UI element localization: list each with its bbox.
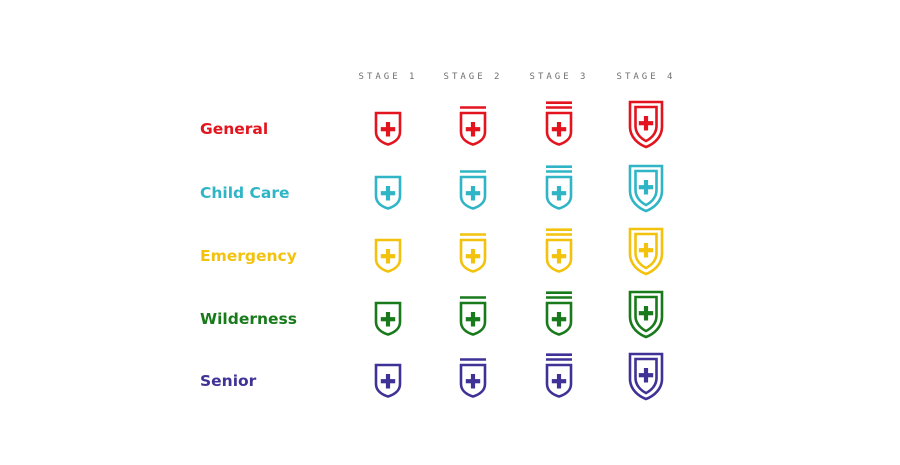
badge-senior-stage-4-icon bbox=[626, 349, 666, 401]
badge-child-care-stage-3-icon bbox=[539, 161, 579, 213]
badge-child-care-stage-4-icon bbox=[626, 161, 666, 213]
badge-wilderness-stage-3-icon bbox=[539, 287, 579, 339]
row-label-child-care: Child Care bbox=[200, 184, 290, 202]
badge-emergency-stage-1-icon bbox=[368, 224, 408, 276]
badge-emergency-stage-4-icon bbox=[626, 224, 666, 276]
badge-wilderness-stage-2-icon bbox=[453, 287, 493, 339]
badge-child-care-stage-1-icon bbox=[368, 161, 408, 213]
badge-senior-stage-3-icon bbox=[539, 349, 579, 401]
row-label-general: General bbox=[200, 120, 269, 138]
badge-general-stage-4-icon bbox=[626, 97, 666, 149]
badge-senior-stage-1-icon bbox=[368, 349, 408, 401]
badge-child-care-stage-2-icon bbox=[453, 161, 493, 213]
badge-wilderness-stage-1-icon bbox=[368, 287, 408, 339]
badge-general-stage-3-icon bbox=[539, 97, 579, 149]
badge-emergency-stage-3-icon bbox=[539, 224, 579, 276]
badge-senior-stage-2-icon bbox=[453, 349, 493, 401]
stage-4-header: STAGE 4 bbox=[616, 72, 676, 82]
stage-2-header: STAGE 2 bbox=[443, 72, 503, 82]
badge-emergency-stage-2-icon bbox=[453, 224, 493, 276]
row-label-senior: Senior bbox=[200, 372, 257, 390]
badge-wilderness-stage-4-icon bbox=[626, 287, 666, 339]
row-label-wilderness: Wilderness bbox=[200, 310, 297, 328]
row-label-emergency: Emergency bbox=[200, 247, 297, 265]
stage-1-header: STAGE 1 bbox=[358, 72, 418, 82]
badge-general-stage-1-icon bbox=[368, 97, 408, 149]
badge-general-stage-2-icon bbox=[453, 97, 493, 149]
stage-3-header: STAGE 3 bbox=[529, 72, 589, 82]
